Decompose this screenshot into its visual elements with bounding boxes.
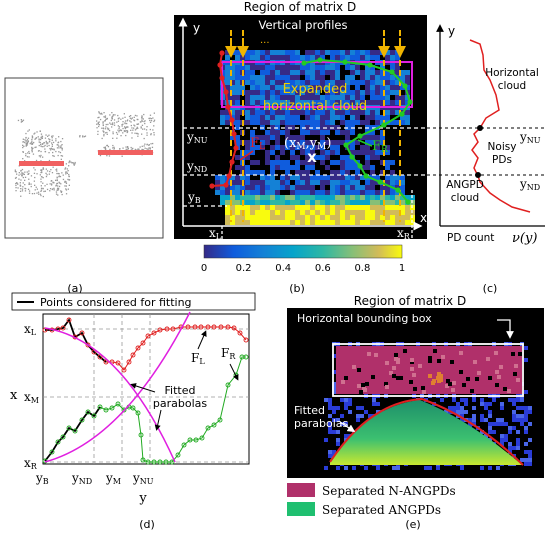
- panel-e-legend-nangpd: Separated N-ANGPDs: [322, 484, 456, 498]
- panel-d-parabola-left: [44, 327, 176, 463]
- panel-a-red-bar-right: [98, 150, 153, 155]
- panel-b-ynd-label: yND: [186, 159, 207, 174]
- panel-b-colorbar-ticks: 0 0.2 0.4 0.6 0.8 1: [201, 263, 405, 274]
- panel-e-parabola-left: [329, 398, 423, 463]
- panel-b-bounding-box: [221, 61, 413, 108]
- panel-c-x-label: PD count: [447, 232, 494, 244]
- panel-d-x-axis-title: x: [10, 388, 18, 403]
- panel-d-ym-label: yM: [105, 471, 121, 486]
- colorbar-tick-label: 0: [201, 263, 207, 274]
- panel-e-speckles: [341, 349, 522, 394]
- panel-d-ynu-label: yNU: [132, 471, 154, 486]
- panel-c-y-label: y: [448, 24, 455, 38]
- panel-e-parabola-right: [421, 398, 524, 466]
- panel-e-title: Region of matrix D: [354, 294, 466, 308]
- panel-d: Points considered for fitting FL FR Fitt…: [10, 292, 256, 531]
- panel-c-angpd-1: ANGPD: [446, 179, 484, 191]
- panel-b-colorbar: [203, 244, 403, 259]
- panel-c-angpd-2: cloud: [451, 192, 479, 204]
- panel-b-dots: ...: [260, 35, 270, 46]
- panel-c-caption: (c): [483, 282, 498, 295]
- panel-e-bbox-label: Horizontal bounding box: [297, 312, 432, 325]
- panel-a: (a): [4, 77, 164, 295]
- colorbar-tick-label: 0.4: [275, 263, 291, 274]
- panel-d-black-curve-bottom: [44, 406, 101, 462]
- panel-a-point-clouds: [14, 111, 156, 198]
- panel-e-fitted-1: Fitted: [294, 404, 325, 417]
- panel-b-fl-label: FL: [250, 136, 265, 152]
- panel-c-noisy-2: PDs: [492, 154, 512, 166]
- panel-e-legend-nangpd-swatch: [287, 483, 315, 497]
- colorbar-tick-label: 0.2: [236, 263, 252, 274]
- panel-c-horizontal-cloud-1: Horizontal: [485, 67, 539, 79]
- panel-d-legend: [11, 292, 256, 311]
- panel-b-red-profile-points: [209, 50, 239, 189]
- panel-c-ynd-label: yND: [519, 177, 540, 192]
- panel-b: Region of matrix D y x Vertical profiles…: [174, 0, 427, 295]
- panel-b-caption: (b): [289, 282, 305, 295]
- panel-c-ynu-label: yNU: [519, 130, 541, 145]
- panel-d-fl-label: FL: [191, 351, 205, 366]
- panel-d-fr-label: FR: [221, 346, 236, 361]
- panel-d-fitted-2: parabolas: [153, 397, 207, 410]
- panel-e-caption: (e): [405, 518, 420, 531]
- panel-e-angpd-region: [330, 400, 522, 465]
- panel-b-green-profile-points: [301, 57, 413, 205]
- panel-c-horizontal-cloud-2: cloud: [498, 80, 526, 92]
- panel-e-legend-angpd: Separated ANGPDs: [322, 503, 441, 517]
- panel-c-noisy-1: Noisy: [488, 141, 517, 153]
- panel-b-centre-marker: x: [307, 148, 317, 166]
- panel-c: y Horizontal cloud Noisy PDs ANGPD cloud…: [427, 24, 545, 295]
- panel-d-ynd-label: yND: [71, 471, 92, 486]
- panel-b-vertical-profiles-label: Vertical profiles: [258, 18, 347, 32]
- colorbar-tick-label: 0.6: [315, 263, 331, 274]
- colorbar-tick-label: 0.8: [354, 263, 370, 274]
- panel-b-xl-label: xL: [209, 226, 222, 241]
- panel-d-y-axis-title: y: [138, 491, 147, 506]
- panel-e-fitted-2: parabolas: [294, 417, 348, 430]
- panel-d-xr-label: xR: [24, 456, 38, 471]
- colorbar-tick-label: 1: [399, 263, 405, 274]
- panel-b-y-label: y: [193, 21, 200, 35]
- panel-b-expanded-label-1: Expanded: [283, 82, 348, 97]
- panel-b-fr-label: FR: [372, 139, 388, 155]
- panel-d-red-points: [42, 317, 249, 373]
- panel-d-caption: (d): [139, 518, 155, 531]
- panel-c-pd-count-curve: [469, 39, 531, 213]
- panel-b-x-label: x: [420, 211, 427, 225]
- panel-b-xr-label: xR: [397, 226, 411, 241]
- panel-b-expanded-label-2: horizontal cloud: [263, 99, 367, 114]
- panel-b-yb-label: yB: [187, 190, 201, 205]
- panel-b-title: Region of matrix D: [244, 0, 356, 14]
- panel-a-frame: [4, 77, 164, 239]
- panel-d-yb-label: yB: [35, 471, 49, 486]
- panel-d-xm-label: xM: [24, 390, 39, 405]
- panel-c-nu-label: ν(y): [512, 231, 537, 246]
- panel-a-red-bar-left: [19, 161, 64, 166]
- panel-d-fitted-1: Fitted: [165, 384, 196, 397]
- panel-a-caption: (a): [67, 282, 82, 295]
- panel-d-parabola-right: [44, 311, 191, 463]
- panel-b-ynu-label: yNU: [186, 130, 208, 145]
- panel-e: Region of matrix D Horizontal bounding b…: [287, 294, 544, 531]
- panel-e-legend-angpd-swatch: [287, 502, 315, 516]
- panel-b-centre-label: (xM,yM): [284, 136, 331, 152]
- panel-d-xl-label: xL: [24, 322, 37, 337]
- panel-d-legend-label: Points considered for fitting: [40, 296, 192, 309]
- panel-e-bounding-box: [332, 343, 524, 397]
